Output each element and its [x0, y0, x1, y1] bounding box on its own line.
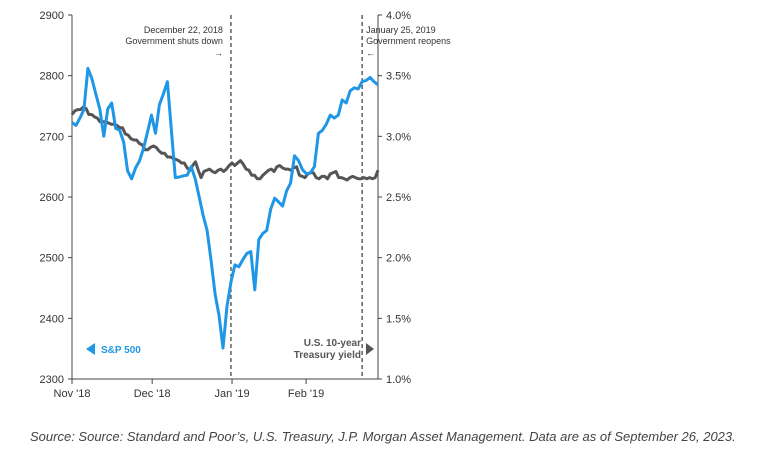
event-arrow: →: [214, 48, 223, 58]
left-y-tick-label: 2400: [40, 313, 64, 325]
sp500-label-arrow-icon: [86, 343, 95, 355]
left-y-tick-label: 2700: [40, 131, 64, 143]
event-date-label: January 25, 2019: [366, 25, 436, 35]
right-y-tick-label: 3.5%: [386, 71, 411, 83]
left-y-tick-label: 2500: [40, 253, 64, 265]
event-text-label: Government shuts down: [125, 36, 223, 46]
treasury-series-label-line2: Treasury yield: [294, 350, 361, 361]
treasury-series-label-line1: U.S. 10-year: [304, 338, 361, 349]
left-y-tick-label: 2300: [40, 374, 64, 386]
axes: 2300 2400 2500 2600 2700 2800 2900 1.0% 1.5% 2.0%…: [40, 10, 412, 400]
left-y-tick-label: 2600: [40, 192, 64, 204]
sp500-series-label: S&P 500: [101, 345, 141, 356]
x-tick-label: Dec '18: [134, 388, 171, 400]
chart: 2300 2400 2500 2600 2700 2800 2900 1.0% 1.5% 2.0%…: [40, 10, 452, 400]
source-note: Source: Source: Standard and Poor’s, U.S…: [30, 429, 736, 444]
left-y-tick-label: 2800: [40, 71, 64, 83]
right-y-tick-label: 4.0%: [386, 10, 411, 22]
right-y-tick-label: 1.5%: [386, 313, 411, 325]
x-tick-label: Feb '19: [288, 388, 324, 400]
sp500-line: [71, 66, 379, 350]
treasury-yield-line: [70, 105, 380, 182]
right-y-tick-label: 2.5%: [386, 192, 411, 204]
event-text-label: Government reopens: [366, 36, 451, 46]
right-y-tick-label: 3.0%: [386, 131, 411, 143]
right-y-tick-label: 2.0%: [386, 253, 411, 265]
x-tick-label: Nov '18: [54, 388, 91, 400]
right-y-tick-label: 1.0%: [386, 374, 411, 386]
plot-series: [70, 66, 380, 350]
treasury-label-arrow-icon: [366, 343, 374, 355]
event-date-label: December 22, 2018: [144, 25, 223, 35]
event-arrow: ←: [366, 48, 375, 58]
left-y-tick-label: 2900: [40, 10, 64, 22]
x-tick-label: Jan '19: [214, 388, 249, 400]
